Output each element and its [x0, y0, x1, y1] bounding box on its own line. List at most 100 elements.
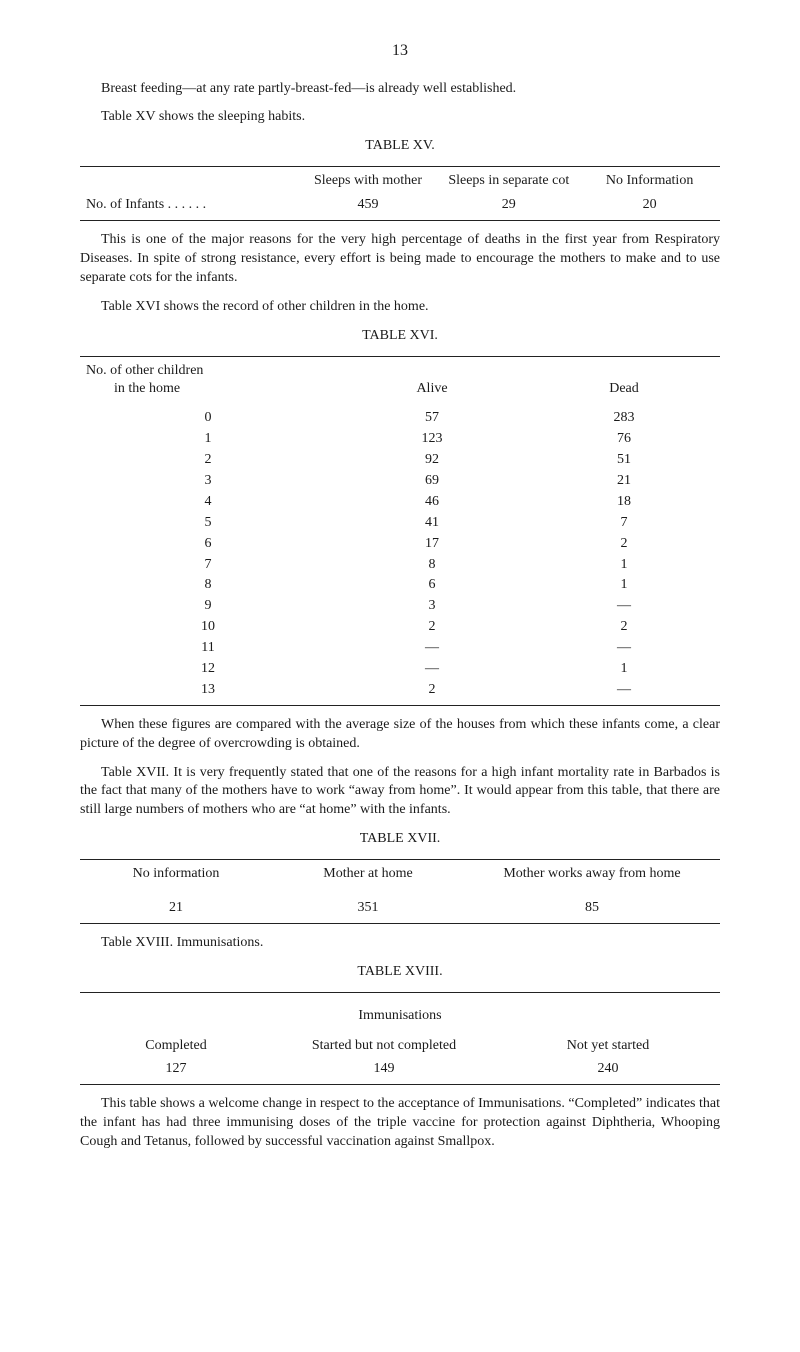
- table-cell: 20: [579, 195, 720, 216]
- table-xviii-intro: Table XVIII. Immunisations.: [80, 934, 720, 953]
- table-cell: 2: [80, 450, 336, 471]
- table-cell: 17: [336, 534, 528, 555]
- table-cell: 1: [528, 555, 720, 576]
- table-xviii-header: Not yet started: [496, 1036, 720, 1060]
- table-row: 132—: [80, 680, 720, 701]
- table-cell: 6: [80, 534, 336, 555]
- rule: [80, 992, 720, 993]
- table-cell: 4: [80, 492, 336, 513]
- table-cell: 283: [528, 408, 720, 429]
- table-cell: 7: [80, 555, 336, 576]
- table-xviii-header: Started but not completed: [272, 1036, 496, 1060]
- table-xvi-header-col1-line1: No. of other children: [86, 363, 203, 378]
- table-row: 1022: [80, 617, 720, 638]
- table-cell: 3: [336, 596, 528, 617]
- table-xviii: Completed Started but not completed Not …: [80, 1036, 720, 1081]
- table-xviii-title: TABLE XVIII.: [80, 963, 720, 982]
- table-xv-header: Sleeps in separate cot: [438, 171, 579, 195]
- table-cell: 85: [464, 898, 720, 919]
- paragraph-before-xvii: Table XVII. It is very frequently stated…: [80, 764, 720, 821]
- table-cell: 13: [80, 680, 336, 701]
- table-cell: 21: [80, 898, 272, 919]
- table-xvi-intro: Table XVI shows the record of other chil…: [80, 298, 720, 317]
- paragraph-after-xvi: When these figures are compared with the…: [80, 716, 720, 754]
- table-cell: 92: [336, 450, 528, 471]
- table-cell: 149: [272, 1059, 496, 1080]
- table-xv-intro: Table XV shows the sleeping habits.: [80, 108, 720, 127]
- table-cell: 2: [528, 617, 720, 638]
- table-xvi-header-col1-line2: in the home: [86, 381, 180, 396]
- table-xvi-title: TABLE XVI.: [80, 327, 720, 346]
- table-xvii-title: TABLE XVII.: [80, 830, 720, 849]
- table-cell: 1: [528, 659, 720, 680]
- table-cell: 57: [336, 408, 528, 429]
- table-xviii-section-header: Immunisations: [80, 1007, 720, 1026]
- table-cell: 0: [80, 408, 336, 429]
- table-cell: 29: [438, 195, 579, 216]
- table-row: 44618: [80, 492, 720, 513]
- table-xv-header: Sleeps with mother: [298, 171, 439, 195]
- table-row: 11——: [80, 638, 720, 659]
- table-xvi: No. of other children in the home Alive …: [80, 361, 720, 701]
- rule: [80, 859, 720, 860]
- table-cell: 9: [80, 596, 336, 617]
- rule: [80, 923, 720, 924]
- table-row: 29251: [80, 450, 720, 471]
- table-cell: 8: [336, 555, 528, 576]
- final-paragraph: This table shows a welcome change in res…: [80, 1095, 720, 1152]
- table-cell: 5: [80, 513, 336, 534]
- table-cell: —: [528, 680, 720, 701]
- table-xv: Sleeps with mother Sleeps in separate co…: [80, 171, 720, 216]
- rule: [80, 220, 720, 221]
- page-number: 13: [80, 40, 720, 62]
- table-row: 12—1: [80, 659, 720, 680]
- table-cell: 6: [336, 575, 528, 596]
- table-xv-title: TABLE XV.: [80, 137, 720, 156]
- table-xvii: No information Mother at home Mother wor…: [80, 864, 720, 919]
- table-cell: 69: [336, 471, 528, 492]
- table-cell: 1: [80, 429, 336, 450]
- table-row: 93—: [80, 596, 720, 617]
- table-cell: 21: [528, 471, 720, 492]
- table-cell: 76: [528, 429, 720, 450]
- table-cell: —: [336, 638, 528, 659]
- table-row: 781: [80, 555, 720, 576]
- table-cell: —: [528, 638, 720, 659]
- table-cell: 123: [336, 429, 528, 450]
- rule: [80, 1084, 720, 1085]
- table-row: 861: [80, 575, 720, 596]
- table-cell: —: [336, 659, 528, 680]
- paragraph-after-xv: This is one of the major reasons for the…: [80, 231, 720, 288]
- table-cell: 3: [80, 471, 336, 492]
- table-row: 112376: [80, 429, 720, 450]
- table-xvii-header: Mother works away from home: [464, 864, 720, 888]
- table-xv-row-label: No. of Infants . . . . . .: [80, 195, 298, 216]
- table-xv-header: No Information: [579, 171, 720, 195]
- table-cell: 8: [80, 575, 336, 596]
- table-xvii-header: Mother at home: [272, 864, 464, 888]
- table-row: 057283: [80, 408, 720, 429]
- table-xviii-header: Completed: [80, 1036, 272, 1060]
- table-cell: 46: [336, 492, 528, 513]
- table-xvii-header: No information: [80, 864, 272, 888]
- table-xvi-header-dead: Dead: [528, 361, 720, 401]
- table-cell: 41: [336, 513, 528, 534]
- table-cell: 11: [80, 638, 336, 659]
- table-cell: 127: [80, 1059, 272, 1080]
- table-cell: 12: [80, 659, 336, 680]
- table-cell: 1: [528, 575, 720, 596]
- table-cell: 10: [80, 617, 336, 638]
- table-cell: 51: [528, 450, 720, 471]
- rule: [80, 705, 720, 706]
- rule: [80, 356, 720, 357]
- table-cell: —: [528, 596, 720, 617]
- table-row: 5417: [80, 513, 720, 534]
- table-cell: 7: [528, 513, 720, 534]
- rule: [80, 166, 720, 167]
- table-cell: 2: [336, 680, 528, 701]
- table-cell: 2: [528, 534, 720, 555]
- table-xvi-header-alive: Alive: [336, 361, 528, 401]
- table-cell: 351: [272, 898, 464, 919]
- table-cell: 459: [298, 195, 439, 216]
- intro-paragraph: Breast feeding—at any rate partly-breast…: [80, 80, 720, 99]
